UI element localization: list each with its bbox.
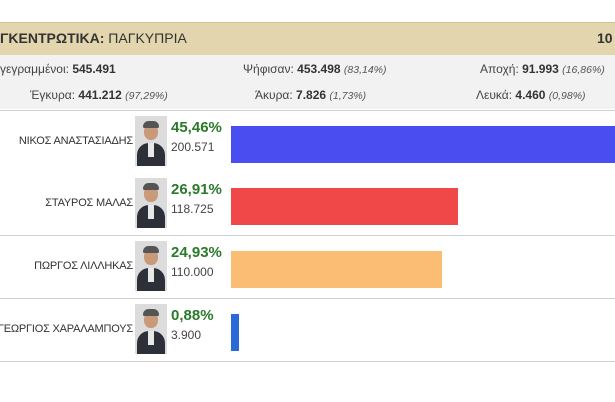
stat-registered: γεγραμμένοι: 545.491	[0, 62, 116, 76]
stat-voted-value: 453.498	[297, 62, 341, 76]
candidate-name: ΓΕΩΡΓΙΟΣ ΧΑΡΑΛΑΜΠΟΥΣ	[0, 323, 133, 335]
candidate-votes: 118.725	[171, 202, 214, 216]
stat-blank-label: Λευκά:	[476, 88, 513, 102]
candidate-name: ΠΩΡΓΟΣ ΛΙΛΛΗΚΑΣ	[34, 260, 133, 272]
stat-valid-value: 441.212	[78, 88, 122, 102]
counted-percent: 10	[597, 30, 613, 46]
vote-bar	[231, 126, 615, 163]
candidate-photo	[135, 304, 167, 354]
candidate-photo	[135, 241, 167, 291]
header-title-bold: ΓΚΕΝΤΡΩΤΙΚΑ:	[0, 30, 105, 46]
stat-registered-value: 545.491	[72, 62, 116, 76]
stat-voted-label: Ψήφισαν:	[243, 62, 294, 76]
vote-bar	[231, 251, 442, 288]
candidate-row: ΓΕΩΡΓΙΟΣ ΧΑΡΑΛΑΜΠΟΥΣ 0,88% 3.900	[0, 299, 615, 362]
stat-blank: Λευκά: 4.460 (0,98%)	[476, 88, 586, 102]
stat-invalid-value: 7.826	[296, 88, 327, 102]
stat-abstention-pct: (16,86%)	[562, 64, 605, 76]
header-title-rest: ΠΑΓΚΥΠΡΙΑ	[104, 30, 187, 46]
stat-invalid: Άκυρα: 7.826 (1,73%)	[255, 88, 366, 102]
stat-invalid-label: Άκυρα:	[255, 88, 293, 102]
candidate-photo	[135, 178, 167, 228]
candidate-percent: 26,91%	[171, 181, 222, 198]
candidate-votes: 200.571	[171, 140, 215, 154]
stat-blank-pct: (0,98%)	[548, 90, 586, 102]
stat-voted-pct: (83,14%)	[343, 64, 387, 76]
candidate-row: ΠΩΡΓΟΣ ΛΙΛΛΗΚΑΣ 24,93% 110.000	[0, 236, 615, 299]
stat-invalid-pct: (1,73%)	[329, 90, 367, 102]
results-header: ΓΚΕΝΤΡΩΤΙΚΑ: ΠΑΓΚΥΠΡΙΑ 10	[0, 22, 615, 56]
candidate-votes: 110.000	[171, 265, 214, 279]
candidate-photo	[135, 116, 167, 166]
stat-valid-pct: (97,29%)	[125, 90, 168, 102]
candidate-percent: 24,93%	[171, 244, 222, 261]
candidate-row: ΝΙΚΟΣ ΑΝΑΣΤΑΣΙΑΔΗΣ 45,46% 200.571	[0, 110, 615, 174]
stat-blank-value: 4.460	[515, 88, 546, 102]
vote-bar	[231, 188, 458, 225]
stat-abstention-label: Αποχή:	[480, 62, 519, 76]
candidate-name: ΝΙΚΟΣ ΑΝΑΣΤΑΣΙΑΔΗΣ	[18, 135, 133, 147]
stat-abstention: Αποχή: 91.993 (16,86%)	[480, 62, 605, 76]
stat-voted: Ψήφισαν: 453.498 (83,14%)	[243, 62, 387, 76]
candidate-row: ΣΤΑΥΡΟΣ ΜΑΛΑΣ 26,91% 118.725	[0, 173, 615, 236]
candidate-votes: 3.900	[171, 328, 202, 342]
bottom-space	[0, 364, 615, 402]
candidate-percent: 45,46%	[171, 119, 222, 136]
top-gap	[0, 0, 615, 22]
stat-valid-label: Έγκυρα:	[30, 88, 76, 102]
stat-abstention-value: 91.993	[522, 62, 559, 76]
candidate-name: ΣΤΑΥΡΟΣ ΜΑΛΑΣ	[45, 197, 133, 209]
vote-bar	[231, 314, 239, 351]
stats-panel: γεγραμμένοι: 545.491 Ψήφισαν: 453.498 (8…	[0, 55, 615, 109]
header-title: ΓΚΕΝΤΡΩΤΙΚΑ: ΠΑΓΚΥΠΡΙΑ	[0, 30, 187, 46]
stat-registered-label: γεγραμμένοι:	[0, 62, 69, 76]
candidate-percent: 0,88%	[171, 307, 214, 324]
stat-valid: Έγκυρα: 441.212 (97,29%)	[30, 88, 168, 102]
